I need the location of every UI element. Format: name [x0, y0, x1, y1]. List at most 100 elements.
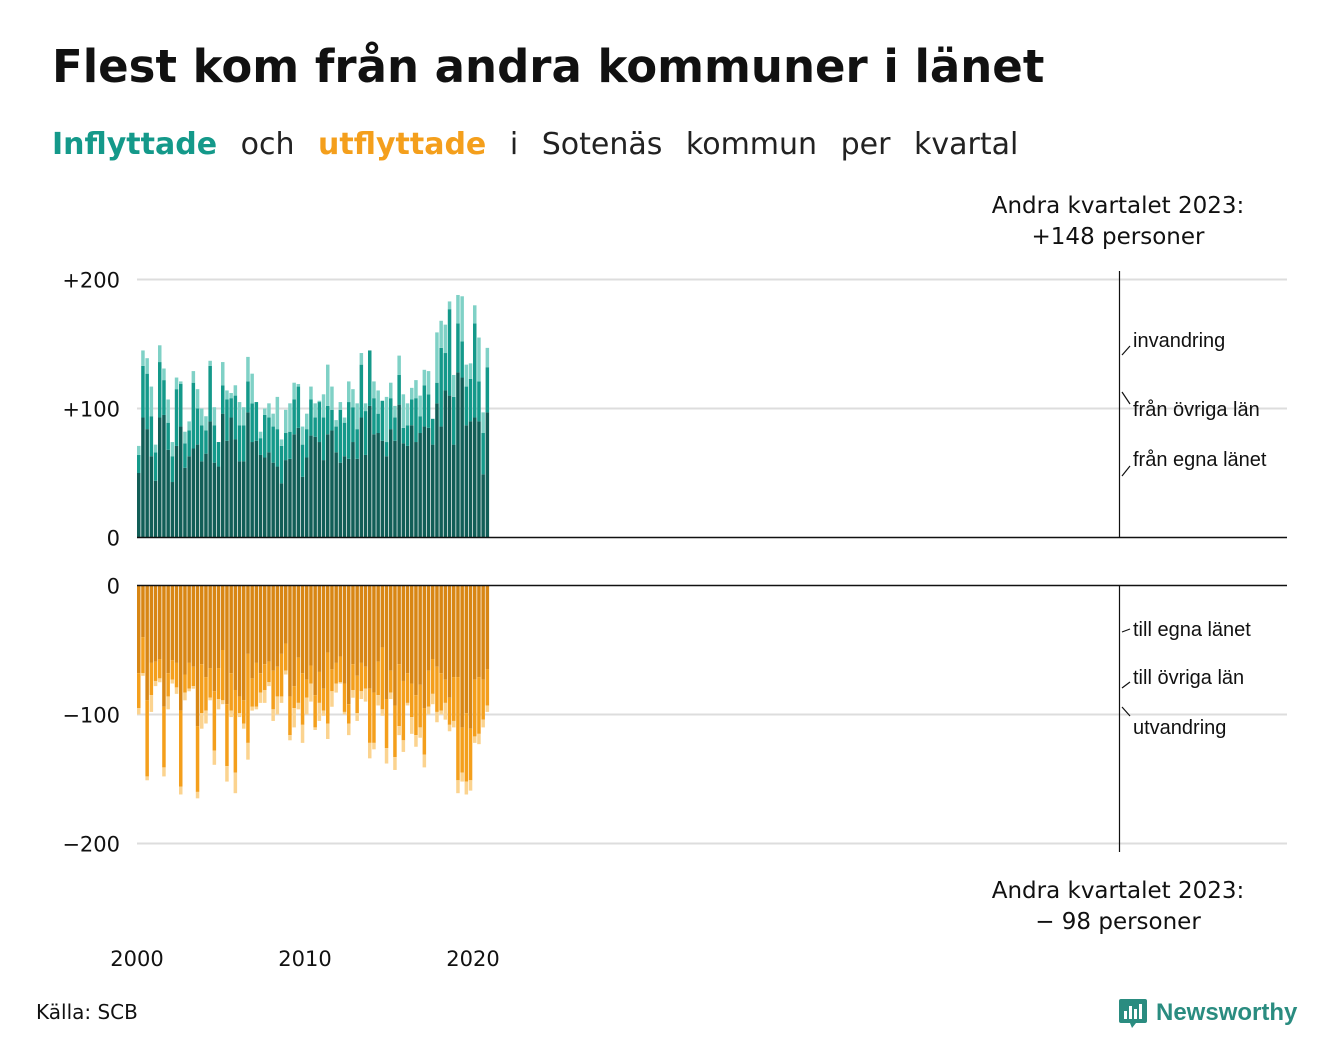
bar-segment: [195, 585, 200, 727]
bar-segment: [401, 443, 406, 538]
bar-segment: [334, 420, 338, 427]
bar-segment: [254, 440, 259, 538]
bar-segment: [384, 396, 389, 443]
bar-segment: [305, 413, 309, 430]
bar-segment: [435, 711, 439, 723]
bar-segment: [166, 696, 170, 710]
bar-segment: [242, 407, 246, 426]
bar-segment: [195, 389, 200, 409]
bar-segment: [237, 696, 242, 714]
bar-segment: [158, 417, 162, 538]
bar-segment: [288, 431, 292, 459]
bar-segment: [338, 409, 343, 463]
chart-title: Flest kom från andra kommuner i länet: [52, 40, 1045, 93]
bar-segment: [267, 682, 271, 687]
bar-segment: [254, 402, 259, 441]
bar-segment: [376, 661, 380, 696]
bar-segment: [380, 709, 385, 716]
bar-segment: [393, 585, 397, 706]
bar-segment: [426, 706, 431, 715]
bar-segment: [393, 440, 397, 538]
bar-segment: [389, 585, 393, 671]
bar-segment: [208, 360, 212, 366]
bar-segment: [439, 673, 443, 711]
bar-segment: [317, 585, 322, 672]
bar-segment: [191, 371, 196, 383]
bar-segment: [212, 425, 217, 463]
bar-segment: [393, 705, 397, 758]
bar-segment: [208, 421, 212, 538]
bar-segment: [242, 585, 246, 701]
bar-segment: [183, 443, 187, 468]
bar-segment: [456, 780, 460, 794]
bar-segment: [443, 390, 448, 538]
bar-segment: [187, 585, 191, 663]
bar-segment: [296, 383, 301, 387]
bar-segment: [271, 670, 275, 710]
bar-segment: [237, 585, 242, 697]
bar-segment: [179, 426, 183, 538]
bar-segment: [137, 473, 141, 538]
bar-segment: [426, 427, 431, 538]
bar-segment: [200, 585, 204, 665]
bar-segment: [258, 454, 263, 538]
bar-segment: [468, 780, 473, 791]
bar-segment: [275, 466, 280, 538]
bar-segment: [237, 425, 242, 462]
bar-segment: [330, 409, 334, 431]
bar-segment: [166, 399, 170, 423]
bar-segment: [166, 585, 170, 674]
bar-segment: [355, 675, 359, 714]
bar-segment: [468, 363, 473, 379]
bar-segment: [141, 365, 145, 418]
bar-segment: [389, 692, 393, 700]
bar-segment: [330, 386, 334, 410]
bar-segment: [477, 733, 481, 745]
segment-labels-bottom: till egna länet till övriga län utvandri…: [1121, 619, 1251, 739]
bar-segment: [355, 403, 359, 430]
bar-segment: [414, 735, 418, 747]
subtitle-outflow-word: utflyttade: [318, 127, 487, 162]
bar-segment: [477, 585, 481, 678]
bar-segment: [460, 772, 464, 782]
bar-segment: [431, 659, 435, 694]
bar-segment: [263, 457, 267, 538]
bar-segment: [380, 585, 385, 648]
bar-segment: [342, 683, 347, 712]
bar-segment: [338, 462, 343, 538]
bar-segment: [288, 585, 292, 697]
bar-segment: [271, 413, 275, 427]
bar-segment: [405, 445, 410, 538]
bar-segment: [305, 457, 309, 538]
bar-segment: [380, 400, 385, 441]
bar-segment: [372, 742, 376, 750]
bar-segment: [292, 686, 296, 709]
bar-segment: [158, 659, 162, 679]
bar-segment: [401, 740, 406, 752]
bar-segment: [347, 585, 351, 705]
bar-segment: [225, 704, 229, 767]
bar-segment: [351, 407, 355, 443]
bar-segment: [317, 442, 322, 538]
bar-segment: [179, 786, 183, 795]
bar-segment: [237, 461, 242, 538]
bar-segment: [187, 430, 191, 457]
bar-segment: [153, 444, 158, 453]
bar-segment: [158, 678, 162, 683]
bar-segment: [300, 585, 305, 674]
subtitle-word: kommun: [685, 127, 818, 162]
bar-segment: [208, 585, 212, 669]
bar-segment: [334, 452, 338, 538]
bar-segment: [334, 426, 338, 453]
bar-segment: [426, 670, 431, 707]
bar-segment: [477, 381, 481, 422]
bar-segment: [372, 585, 376, 693]
bar-segment: [452, 585, 456, 678]
bar-segment: [212, 585, 217, 692]
bar-segment: [158, 362, 162, 418]
bar-segment: [342, 456, 347, 538]
bar-segment: [145, 585, 149, 701]
bar-segment: [321, 394, 326, 418]
bar-segment: [351, 585, 355, 665]
bar-segment: [389, 398, 393, 430]
